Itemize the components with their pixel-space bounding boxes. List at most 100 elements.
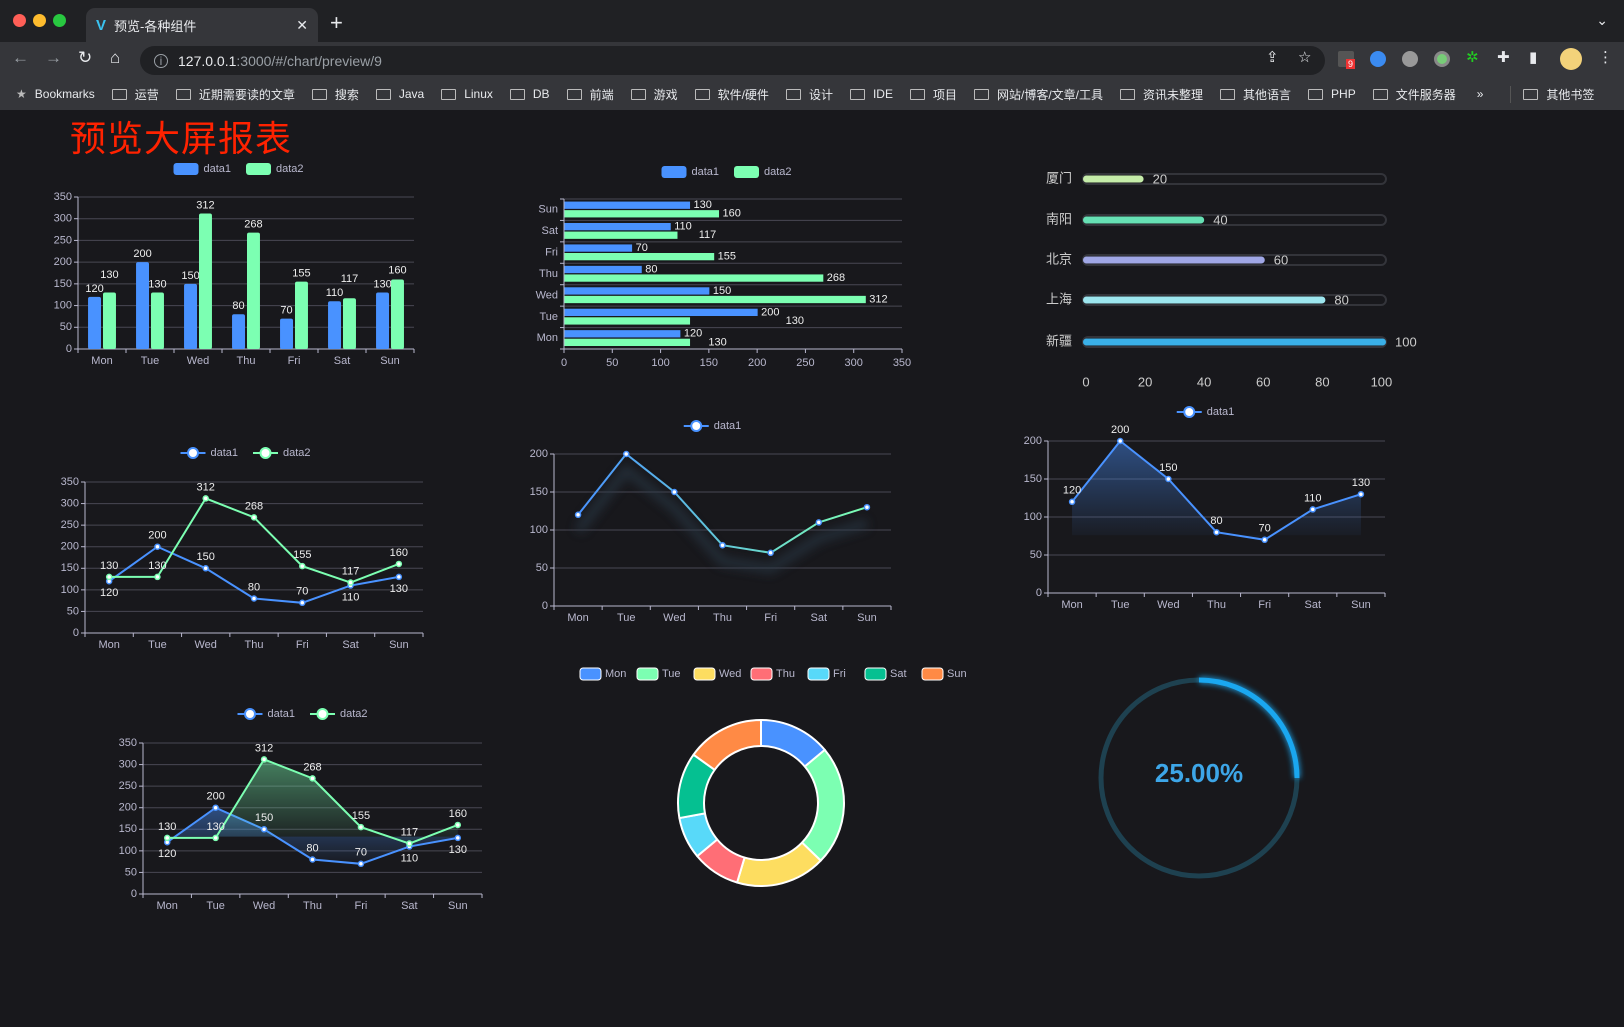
extension-gem-icon[interactable] xyxy=(1370,51,1386,67)
bookmark-folder[interactable]: 近期需要读的文章 xyxy=(175,86,295,103)
bookmark-star-icon[interactable]: ☆ xyxy=(1298,49,1312,66)
address-bar[interactable]: i 127.0.0.1:3000/#/chart/preview/9 xyxy=(140,46,1325,75)
close-window-button[interactable] xyxy=(13,14,26,27)
bookmarks-star-item[interactable]: ★ Bookmarks xyxy=(16,87,95,101)
data-point xyxy=(1213,528,1220,536)
new-tab-button[interactable]: + xyxy=(330,10,343,35)
menu-kebab-icon[interactable]: ⋮ xyxy=(1598,49,1613,66)
y-tick-label: 0 xyxy=(66,343,72,355)
bar xyxy=(564,295,866,304)
bookmark-folder[interactable]: 设计 xyxy=(785,86,833,103)
bookmark-folder[interactable]: 资讯未整理 xyxy=(1120,86,1203,103)
bar xyxy=(564,244,633,252)
extension-icon[interactable]: 9 xyxy=(1338,51,1356,69)
data-label: 120 xyxy=(684,328,702,340)
tab-search-chevron-icon[interactable]: ⌄ xyxy=(1596,12,1608,28)
bookmark-folder[interactable]: 搜索 xyxy=(311,86,359,103)
x-tick-label: 100 xyxy=(1371,374,1393,389)
star-icon: ★ xyxy=(16,87,27,101)
bookmark-folder[interactable]: PHP xyxy=(1308,87,1356,101)
info-icon[interactable]: i xyxy=(154,53,168,68)
legend-label: Wed xyxy=(719,668,741,680)
bookmark-folder[interactable]: IDE xyxy=(849,87,893,101)
bookmark-label: 近期需要读的文章 xyxy=(198,87,295,102)
legend-swatch xyxy=(246,163,271,175)
folder-icon xyxy=(849,88,865,100)
data-label: 110 xyxy=(342,591,360,603)
bookmark-folder[interactable]: Linux xyxy=(441,87,493,101)
y-tick-label: Thu xyxy=(539,268,558,280)
x-tick-label: 150 xyxy=(700,357,718,369)
bookmark-folder[interactable]: DB xyxy=(509,87,550,101)
gauge-progress-arc xyxy=(1198,677,1300,779)
bookmark-folder[interactable]: 运营 xyxy=(111,86,159,103)
maximize-window-button[interactable] xyxy=(53,14,66,27)
legend-label: data2 xyxy=(276,163,304,175)
x-tick-label: Fri xyxy=(288,355,301,367)
x-tick-label: Sat xyxy=(342,639,359,651)
legend-swatch xyxy=(921,667,944,681)
data-label: 155 xyxy=(352,810,370,822)
extension-badge: 9 xyxy=(1346,59,1356,69)
data-point xyxy=(454,834,462,842)
extensions-puzzle-icon[interactable]: ✚ xyxy=(1497,49,1510,66)
legend-label: Tue xyxy=(662,668,681,680)
legend-marker-icon xyxy=(187,447,199,459)
area-fill xyxy=(1072,441,1361,540)
bookmark-folder[interactable]: Java xyxy=(375,87,424,101)
x-tick-label: Sat xyxy=(811,612,828,624)
reload-button[interactable]: ↻ xyxy=(78,48,93,67)
data-label: 70 xyxy=(296,586,308,598)
bar xyxy=(295,281,308,349)
bookmark-folder[interactable]: 游戏 xyxy=(630,86,678,103)
y-tick-label: 100 xyxy=(61,584,79,596)
y-tick-label: 50 xyxy=(1030,549,1042,561)
share-icon[interactable]: ⇪ xyxy=(1266,49,1279,66)
x-tick-label: Tue xyxy=(148,639,167,651)
extension-icon[interactable] xyxy=(1434,51,1450,67)
bookmarks-more-button[interactable]: » xyxy=(1476,87,1484,101)
x-tick-label: 100 xyxy=(651,357,669,369)
x-tick-label: Wed xyxy=(663,612,685,624)
browser-toolbar: ← → ↻ ⌂ i 127.0.0.1:3000/#/chart/preview… xyxy=(0,42,1624,78)
donut-slice xyxy=(692,719,762,771)
data-label: 110 xyxy=(674,221,692,233)
y-tick-label: 250 xyxy=(54,234,72,246)
data-label: 200 xyxy=(761,306,779,318)
bar xyxy=(136,262,149,349)
data-point xyxy=(1068,498,1076,506)
data-label: 110 xyxy=(401,852,419,864)
profile-avatar[interactable] xyxy=(1560,48,1582,70)
bookmark-folder[interactable]: 项目 xyxy=(909,86,957,103)
browser-tab[interactable]: V 预览-各种组件 ✕ xyxy=(86,8,318,42)
bar xyxy=(564,223,671,231)
x-tick-label: Sun xyxy=(1351,599,1371,611)
close-tab-icon[interactable]: ✕ xyxy=(296,16,308,33)
back-button[interactable]: ← xyxy=(12,48,29,67)
bookmark-label: Bookmarks xyxy=(34,87,95,101)
data-label: 200 xyxy=(133,248,151,260)
data-label: 155 xyxy=(718,251,736,263)
bookmark-folder[interactable]: 软件/硬件 xyxy=(694,86,769,103)
bookmark-folder[interactable]: 前端 xyxy=(566,86,614,103)
legend-label: data1 xyxy=(1207,406,1235,418)
bookmark-label: 项目 xyxy=(932,87,957,102)
data-label: 70 xyxy=(280,305,292,317)
extension-star-icon[interactable]: ✲ xyxy=(1466,49,1479,66)
bar xyxy=(184,283,197,349)
home-button[interactable]: ⌂ xyxy=(110,48,121,67)
forward-button[interactable]: → xyxy=(45,48,62,67)
side-panel-icon[interactable]: ▮ xyxy=(1529,49,1538,66)
y-tick-label: 100 xyxy=(530,524,548,536)
bookmark-folder[interactable]: 文件服务器 xyxy=(1372,86,1456,103)
data-point xyxy=(454,821,462,829)
y-tick-label: Sat xyxy=(541,225,558,237)
extension-icon[interactable] xyxy=(1402,51,1418,67)
minimize-window-button[interactable] xyxy=(33,14,46,27)
other-bookmarks[interactable]: 其他书签 xyxy=(1510,85,1594,103)
bar xyxy=(564,265,642,274)
bookmark-folder[interactable]: 其他语言 xyxy=(1220,86,1291,103)
folder-icon xyxy=(375,88,391,100)
bookmark-folder[interactable]: 网站/博客/文章/工具 xyxy=(973,86,1103,103)
x-tick-label: Mon xyxy=(98,639,119,651)
